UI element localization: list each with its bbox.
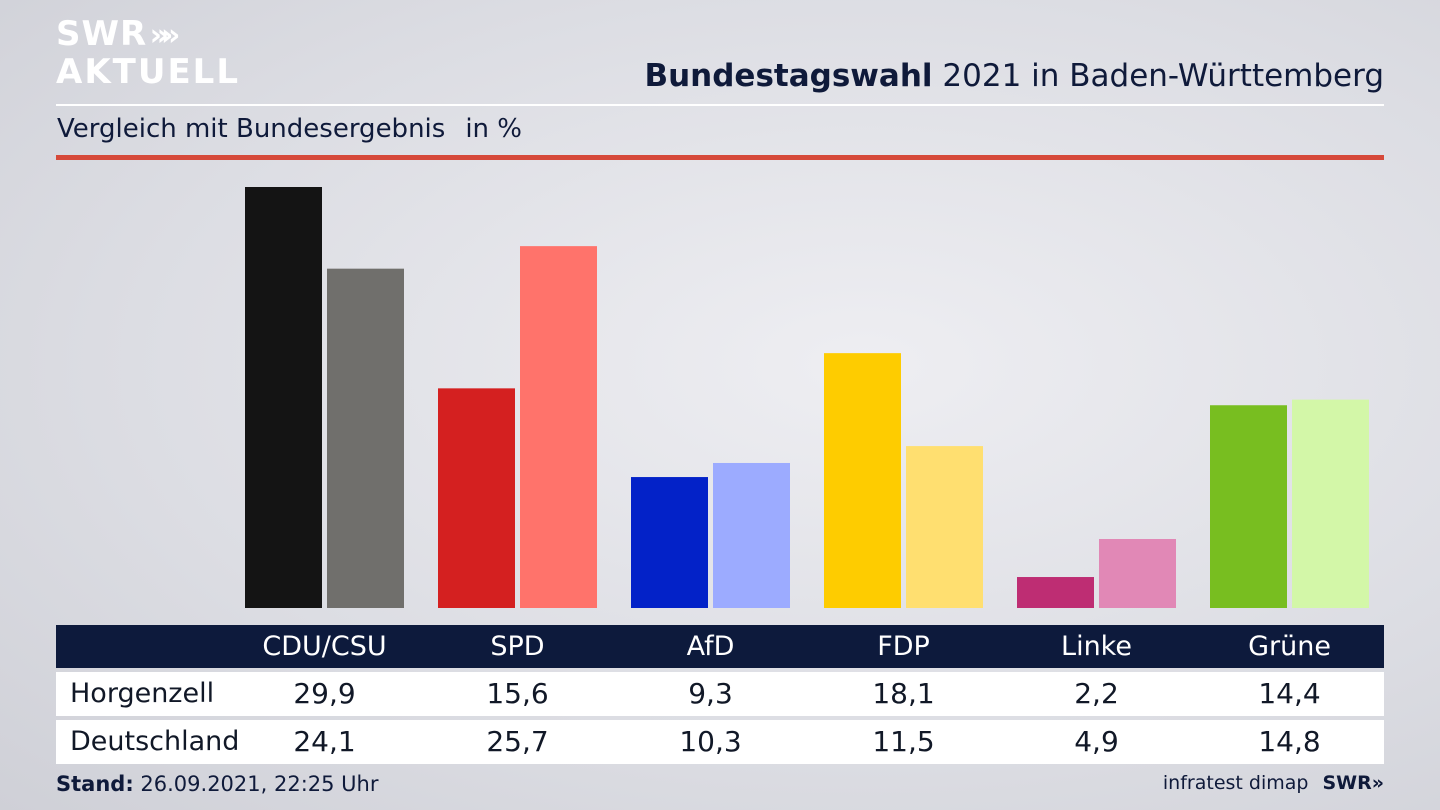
- value-spd-national: 25,7: [486, 725, 549, 758]
- value-cdu-csu-local: 29,9: [293, 677, 356, 710]
- bar-spd-local: [438, 388, 515, 608]
- value-gr-ne-national: 14,8: [1258, 725, 1321, 758]
- bar-cdu-csu-national: [327, 268, 404, 608]
- category-label-afd: AfD: [686, 631, 735, 662]
- results-table: CDU/CSU SPD AfD FDP Linke Grüne Horgenzell 29…: [56, 625, 1384, 764]
- bar-fdp-local: [824, 353, 901, 608]
- category-label-gr-ne: Grüne: [1248, 631, 1331, 662]
- page-title: Bundestagswahl 2021 in Baden-Württemberg: [644, 58, 1384, 94]
- table-row-local: Horgenzell 29,9 15,6 9,3 18,1 2,2 14,4: [56, 672, 1384, 716]
- bar-linke-local: [1017, 577, 1094, 608]
- row-label-local: Horgenzell: [70, 678, 215, 709]
- bar-linke-national: [1099, 539, 1176, 608]
- footer-swr-logo: SWR»: [1322, 772, 1384, 794]
- value-linke-local: 2,2: [1074, 677, 1119, 710]
- value-cdu-csu-national: 24,1: [293, 725, 356, 758]
- value-afd-local: 9,3: [688, 677, 733, 710]
- bar-gr-ne-local: [1210, 405, 1287, 608]
- subtitle-unit: in %: [465, 114, 522, 144]
- category-label-spd: SPD: [490, 631, 545, 662]
- chart-subtitle: Vergleich mit Bundesergebnis in %: [57, 114, 522, 144]
- category-label-linke: Linke: [1061, 631, 1132, 662]
- value-fdp-national: 11,5: [872, 725, 935, 758]
- subtitle-text: Vergleich mit Bundesergebnis: [57, 114, 446, 144]
- table-row-national: Deutschland 24,1 25,7 10,3 11,5 4,9 14,8: [56, 720, 1384, 764]
- title-rest: 2021 in Baden-Württemberg: [932, 58, 1384, 94]
- swr-aktuell-logo: SWR »» AKTUELL: [56, 16, 240, 90]
- bar-spd-national: [520, 246, 597, 608]
- source-credit: infratest dimap SWR»: [1163, 772, 1384, 794]
- value-fdp-local: 18,1: [872, 677, 935, 710]
- header-divider: [56, 104, 1384, 106]
- bar-gr-ne-national: [1292, 399, 1369, 608]
- accent-rule: [56, 155, 1384, 160]
- bar-afd-local: [631, 477, 708, 608]
- bar-cdu-csu-local: [245, 187, 322, 608]
- table-header-row: CDU/CSU SPD AfD FDP Linke Grüne: [56, 625, 1384, 668]
- value-afd-national: 10,3: [679, 725, 742, 758]
- bar-chart: [245, 187, 1369, 608]
- value-gr-ne-local: 14,4: [1258, 677, 1321, 710]
- stand-value: 26.09.2021, 22:25 Uhr: [133, 772, 379, 796]
- bar-fdp-national: [906, 446, 983, 608]
- category-label-cdu-csu: CDU/CSU: [262, 631, 387, 662]
- row-label-national: Deutschland: [70, 726, 240, 757]
- stand-label: Stand:: [56, 772, 134, 796]
- bar-afd-national: [713, 462, 790, 608]
- value-linke-national: 4,9: [1074, 725, 1119, 758]
- logo-swr-text: SWR: [56, 14, 148, 54]
- title-bold: Bundestagswahl: [644, 58, 933, 94]
- category-label-fdp: FDP: [877, 631, 930, 662]
- timestamp: Stand: 26.09.2021, 22:25 Uhr: [56, 772, 379, 796]
- value-spd-local: 15,6: [486, 677, 549, 710]
- logo-aktuell-text: AKTUELL: [56, 52, 241, 92]
- source-text: infratest dimap: [1162, 772, 1309, 794]
